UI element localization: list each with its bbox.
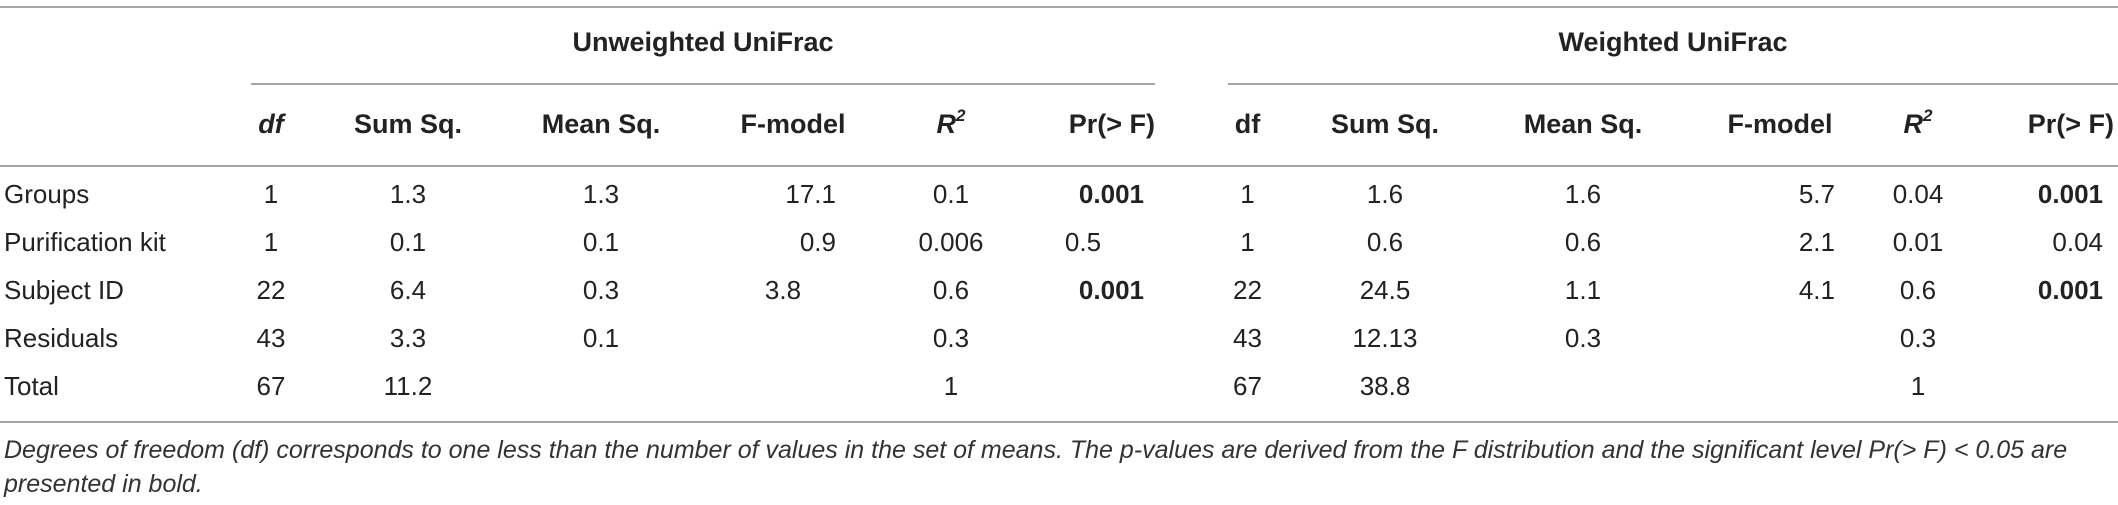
row-label: Residuals	[4, 323, 119, 353]
cell-df-weighted: 1	[1240, 227, 1255, 257]
cell-r2-unweighted: 0.6	[932, 275, 970, 305]
cell-meansq-unweighted: 1.3	[582, 179, 620, 209]
col-head-df-weighted: df	[1234, 109, 1261, 139]
cell-fmodel-weighted: 2.1	[1798, 227, 1835, 257]
cell-pr-weighted	[1978, 366, 2103, 406]
table-bottom-rule	[0, 421, 2118, 423]
weighted-subheader-rule	[1228, 83, 2118, 85]
cell-sumsq-weighted: 0.6	[1366, 227, 1404, 257]
cell-df-unweighted: 67	[256, 371, 286, 401]
cell-pr-weighted: 0.001	[2037, 179, 2103, 209]
cell-fmodel-unweighted	[718, 318, 848, 358]
cell-df-unweighted: 22	[256, 275, 286, 305]
cell-meansq-unweighted	[516, 366, 686, 406]
col-head-r2-weighted: R2	[1903, 106, 1933, 139]
col-head-meansq-unweighted: Mean Sq.	[541, 109, 661, 139]
cell-r2-weighted: 1	[1910, 371, 1926, 401]
row-label: Groups	[4, 179, 90, 209]
row-label: Subject ID	[4, 275, 124, 305]
cell-df-unweighted: 1	[263, 227, 279, 257]
col-head-df-unweighted: df	[258, 109, 284, 139]
cell-r2-weighted: 0.3	[1899, 323, 1937, 353]
cell-fmodel-weighted	[1705, 318, 1835, 358]
cell-r2-unweighted: 0.1	[932, 179, 970, 209]
unweighted-subheader-rule	[251, 83, 1155, 85]
cell-df-weighted: 67	[1233, 371, 1262, 401]
cell-r2-unweighted: 0.3	[932, 323, 970, 353]
col-head-fmodel-weighted: F-model	[1727, 109, 1833, 139]
cell-df-weighted: 43	[1233, 323, 1262, 353]
cell-pr-unweighted	[1022, 318, 1144, 358]
col-head-pr-weighted: Pr(> F)	[2027, 109, 2114, 139]
col-head-fmodel-unweighted: F-model	[740, 109, 846, 139]
cell-sumsq-unweighted: 3.3	[389, 323, 427, 353]
cell-df-unweighted: 43	[256, 323, 286, 353]
cell-sumsq-unweighted: 11.2	[383, 371, 433, 401]
cell-pr-weighted	[1978, 318, 2103, 358]
cell-meansq-unweighted: 0.3	[582, 275, 620, 305]
cell-sumsq-unweighted: 1.3	[389, 179, 427, 209]
cell-sumsq-unweighted: 6.4	[389, 275, 427, 305]
col-head-pr-unweighted: Pr(> F)	[1068, 109, 1155, 139]
unweighted-unifrac-header: Unweighted UniFrac	[572, 27, 834, 57]
cell-pr-unweighted: 0.5	[1064, 227, 1102, 257]
cell-pr-unweighted	[1022, 366, 1144, 406]
cell-r2-weighted: 0.04	[1892, 179, 1944, 209]
cell-meansq-unweighted: 0.1	[582, 227, 620, 257]
table-footnote: Degrees of freedom (df) corresponds to o…	[4, 436, 2068, 498]
col-head-sumsq-weighted: Sum Sq.	[1330, 109, 1439, 139]
row-label: Purification kit	[4, 227, 166, 257]
cell-sumsq-weighted: 38.8	[1359, 371, 1411, 401]
cell-pr-weighted: 0.04	[2052, 227, 2103, 257]
cell-fmodel-unweighted	[718, 366, 848, 406]
cell-sumsq-weighted: 12.13	[1352, 323, 1418, 353]
cell-fmodel-weighted	[1705, 366, 1835, 406]
cell-r2-unweighted: 0.006	[918, 227, 984, 257]
cell-fmodel-weighted: 4.1	[1798, 275, 1835, 305]
cell-fmodel-unweighted: 17.1	[785, 179, 836, 209]
table-top-rule	[0, 6, 2118, 8]
cell-meansq-weighted: 1.6	[1564, 179, 1602, 209]
cell-pr-unweighted: 0.001	[1078, 179, 1144, 209]
weighted-unifrac-header: Weighted UniFrac	[1558, 27, 1788, 57]
col-head-sumsq-unweighted: Sum Sq.	[353, 109, 462, 139]
cell-meansq-weighted: 0.3	[1564, 323, 1602, 353]
col-head-r2-unweighted: R2	[936, 106, 966, 139]
cell-df-weighted: 22	[1233, 275, 1262, 305]
row-label: Total	[4, 371, 59, 401]
cell-df-weighted: 1	[1240, 179, 1255, 209]
cell-fmodel-weighted: 5.7	[1798, 179, 1835, 209]
cell-sumsq-weighted: 24.5	[1359, 275, 1411, 305]
cell-pr-weighted: 0.001	[2037, 275, 2103, 305]
col-head-meansq-weighted: Mean Sq.	[1523, 109, 1643, 139]
cell-fmodel-unweighted: 3.8	[764, 275, 802, 305]
cell-sumsq-weighted: 1.6	[1366, 179, 1404, 209]
cell-sumsq-unweighted: 0.1	[389, 227, 427, 257]
cell-pr-unweighted: 0.001	[1078, 275, 1144, 305]
cell-r2-unweighted: 1	[943, 371, 959, 401]
cell-meansq-unweighted: 0.1	[582, 323, 620, 353]
cell-meansq-weighted: 0.6	[1564, 227, 1602, 257]
cell-fmodel-unweighted: 0.9	[799, 227, 836, 257]
header-rule	[0, 165, 2118, 167]
cell-meansq-weighted	[1498, 366, 1668, 406]
cell-r2-weighted: 0.01	[1892, 227, 1944, 257]
cell-df-unweighted: 1	[263, 179, 279, 209]
cell-r2-weighted: 0.6	[1899, 275, 1937, 305]
cell-meansq-weighted: 1.1	[1564, 275, 1602, 305]
